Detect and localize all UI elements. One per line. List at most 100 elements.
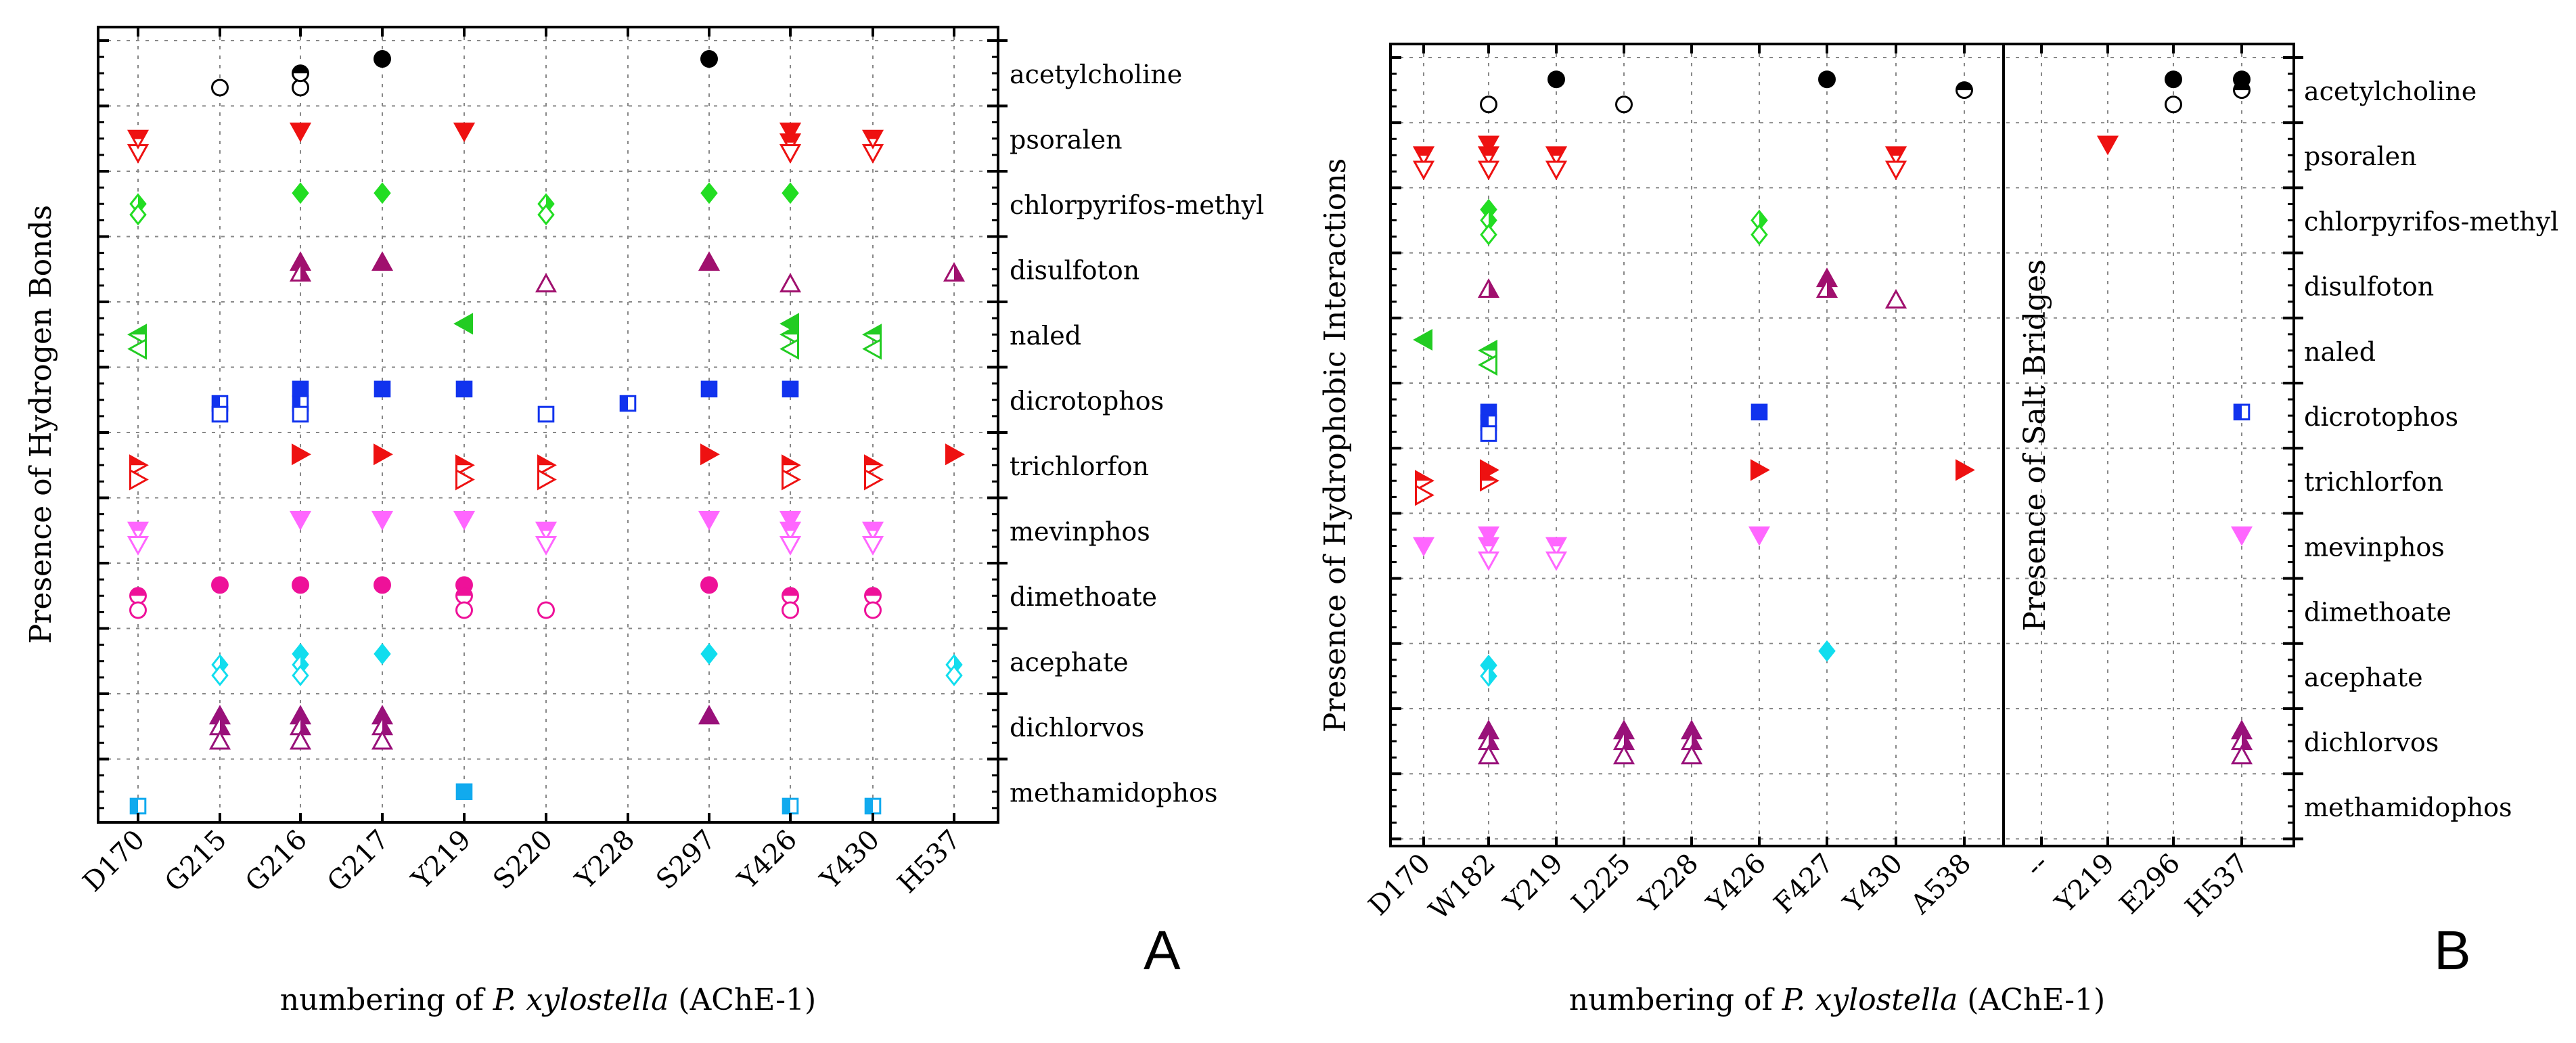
marker-trichlorfon-d170 (1415, 484, 1434, 506)
marker-methamidophos-y219 (455, 783, 473, 801)
marker-acetylcholine-g215 (211, 79, 229, 97)
marker-dimethoate-d170 (129, 601, 147, 619)
marker-disulfoton-w182 (1477, 278, 1500, 298)
residue-label-h537: H537 (892, 824, 967, 900)
marker-chlorpyrifos-methyl-g216 (292, 182, 309, 204)
residue-label-e296: E296 (2114, 848, 2186, 920)
marker-mevinphos-y430 (861, 521, 884, 541)
residue-label-w182: W182 (1423, 848, 1501, 927)
marker-dichlorvos-g215 (208, 730, 231, 750)
marker-dimethoate-y430 (864, 601, 882, 619)
marker-chlorpyrifos-methyl-g217 (374, 182, 391, 204)
marker-trichlorfon-d170 (129, 454, 149, 476)
marker-dicrotophos-y426 (1750, 403, 1768, 421)
marker-trichlorfon-d170 (129, 468, 149, 491)
marker-psoralen-d170 (1412, 146, 1435, 167)
panel-a-frame (97, 26, 999, 824)
marker-disulfoton-g217 (371, 251, 394, 271)
marker-psoralen-w182 (1477, 146, 1500, 167)
ligand-label-acephate: acephate (2304, 663, 2423, 692)
marker-psoralen-d170 (1412, 160, 1435, 181)
marker-psoralen-y426 (779, 144, 802, 164)
marker-trichlorfon-s297 (700, 443, 720, 466)
marker-disulfoton-h537 (943, 262, 966, 282)
marker-chlorpyrifos-methyl-s220 (537, 204, 555, 226)
panel-a: acetylcholine psoralen chlorpyrifos-methyl… (24, 26, 1264, 1017)
marker-naled-w182 (1478, 354, 1497, 376)
marker-dichlorvos-g217 (371, 730, 394, 750)
marker-dicrotophos-y426 (782, 380, 799, 398)
marker-psoralen-y219 (1545, 160, 1568, 181)
marker-disulfoton-y426 (779, 273, 802, 292)
marker-trichlorfon-y219 (455, 454, 475, 476)
marker-psoralen-y219 (2096, 135, 2119, 156)
residue-label-h537: H537 (2179, 848, 2255, 923)
ligand-label-acephate: acephate (1010, 648, 1129, 678)
marker-dimethoate-y219 (455, 601, 473, 619)
marker-trichlorfon-s220 (537, 454, 557, 476)
panel-a-y-title: Presence of Hydrogen Bonds (24, 205, 58, 644)
marker-chlorpyrifos-methyl-d170 (129, 204, 147, 226)
panel-b-markers (1412, 70, 2253, 765)
residue-label-g216: G216 (240, 824, 313, 898)
marker-psoralen-y426 (779, 123, 802, 143)
residue-label-f427: F427 (1768, 848, 1840, 920)
marker-mevinphos-w182 (1477, 526, 1500, 546)
marker-trichlorfon-g217 (374, 443, 393, 466)
marker-methamidophos-y430 (864, 797, 882, 815)
panel-a-x-title-suffix: (AChE-1) (669, 983, 816, 1017)
marker-mevinphos-y426 (779, 521, 802, 541)
ligand-label-naled: naled (2304, 337, 2376, 367)
marker-mevinphos-g217 (371, 510, 394, 531)
marker-chlorpyrifos-methyl-y426 (782, 182, 799, 204)
marker-chlorpyrifos-methyl-w182 (1480, 223, 1497, 246)
marker-psoralen-d170 (127, 129, 150, 150)
marker-psoralen-w182 (1477, 160, 1500, 181)
marker-trichlorfon-y426 (782, 454, 801, 476)
marker-acetylcholine-e296 (2165, 95, 2182, 114)
panel-b-frame (1389, 43, 2295, 847)
residue-label-y430: Y430 (814, 824, 886, 896)
marker-trichlorfon-g216 (292, 443, 311, 466)
marker-dicrotophos-g216 (292, 405, 309, 423)
marker-dicrotophos-h537 (2233, 403, 2251, 421)
marker-dichlorvos-l225 (1612, 745, 1635, 765)
ligand-label-trichlorfon: trichlorfon (2304, 467, 2443, 497)
marker-dicrotophos-y219 (455, 380, 473, 398)
marker-acephate-w182 (1480, 665, 1497, 687)
ligand-label-acetylcholine: acetylcholine (1010, 60, 1182, 89)
panel-b-y-title: Presence of Hydrophobic Interactions (1318, 158, 1353, 732)
panel-b-ticks (1391, 44, 2303, 846)
marker-acetylcholine-y219 (1547, 70, 1565, 89)
ligand-label-chlorpyrifos-methyl: chlorpyrifos-methyl (2304, 206, 2558, 236)
panel-b-letter: B (2434, 920, 2471, 981)
marker-acephate-s297 (700, 643, 718, 665)
marker-psoralen-y430 (1884, 146, 1907, 167)
marker-acephate-h537 (945, 665, 963, 686)
marker-dichlorvos-h537 (2230, 745, 2253, 765)
marker-disulfoton-s220 (535, 273, 558, 292)
marker-acephate-g216 (292, 665, 309, 686)
ligand-label-dicrotophos: dicrotophos (1010, 386, 1164, 416)
marker-trichlorfon-a538 (1956, 459, 1975, 481)
panel-b-ligand-labels: acetylcholine psoralen chlorpyrifos-methyl… (2304, 76, 2558, 822)
panel-a-residue-labels: D170 G215 G216 G217 Y219 S220 Y228 S297 Y426 Y430… (77, 824, 967, 900)
marker-psoralen-y430 (861, 129, 884, 150)
residue-label-y426: Y426 (731, 824, 803, 896)
panel-a-markers (127, 50, 966, 815)
marker-trichlorfon-y426 (782, 468, 801, 491)
panel-b-x-title-species: P. xylostella (1782, 983, 1958, 1017)
ligand-label-methamidophos: methamidophos (2304, 793, 2512, 822)
marker-mevinphos-y426 (779, 510, 802, 531)
ligand-label-psoralen: psoralen (2304, 141, 2417, 171)
marker-acetylcholine-e296 (2165, 70, 2182, 89)
marker-trichlorfon-w182 (1480, 470, 1499, 492)
marker-psoralen-y430 (1884, 160, 1907, 181)
marker-acephate-g215 (211, 665, 229, 686)
marker-trichlorfon-s220 (537, 468, 557, 491)
residue-label-d170: D170 (77, 824, 151, 898)
marker-dichlorvos-s297 (698, 705, 721, 725)
residue-label-s220: S220 (487, 824, 559, 896)
ligand-label-disulfoton: disulfoton (2304, 272, 2434, 302)
marker-acetylcholine-g217 (374, 50, 391, 68)
